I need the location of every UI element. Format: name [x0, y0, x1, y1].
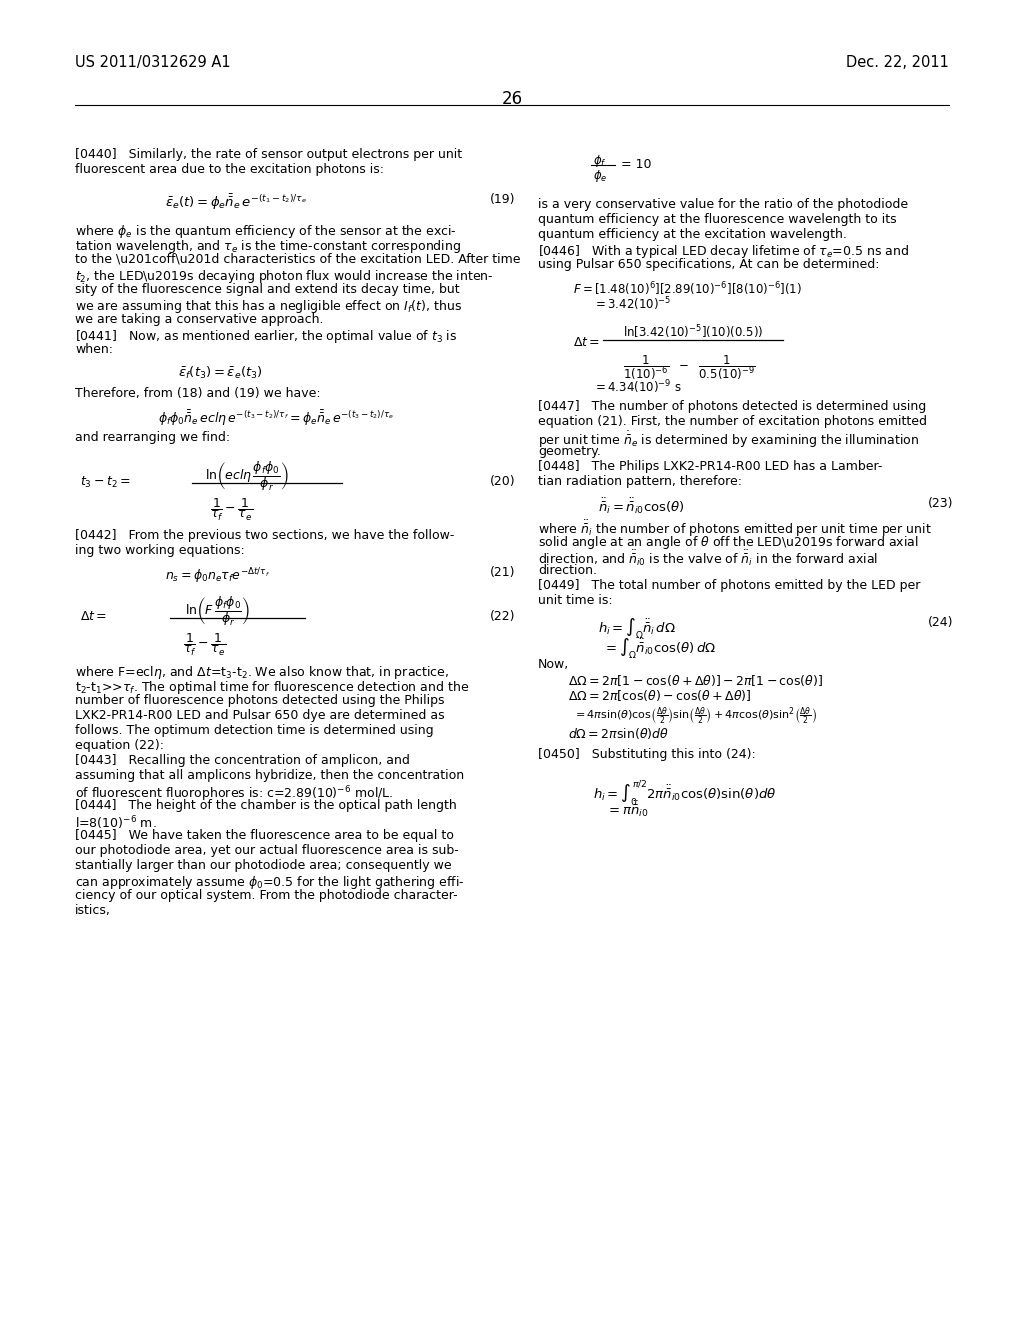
- Text: Now,: Now,: [538, 657, 569, 671]
- Text: [0445]   We have taken the fluorescence area to be equal to: [0445] We have taken the fluorescence ar…: [75, 829, 454, 842]
- Text: [0450]   Substituting this into (24):: [0450] Substituting this into (24):: [538, 748, 756, 762]
- Text: we are taking a conservative approach.: we are taking a conservative approach.: [75, 313, 324, 326]
- Text: $\phi_f\phi_0\bar{\bar{n}}_e\,ecl\eta\,e^{-(t_3-t_2)/\tau_f} = \phi_e\bar{\bar{n: $\phi_f\phi_0\bar{\bar{n}}_e\,ecl\eta\,e…: [158, 409, 394, 428]
- Text: $\ln\!\left(F\,\dfrac{\phi_f\phi_0}{\phi_r}\right)$: $\ln\!\left(F\,\dfrac{\phi_f\phi_0}{\phi…: [185, 594, 250, 628]
- Text: $t_2$, the LED\u2019s decaying photon flux would increase the inten-: $t_2$, the LED\u2019s decaying photon fl…: [75, 268, 494, 285]
- Text: tian radiation pattern, therefore:: tian radiation pattern, therefore:: [538, 475, 742, 488]
- Text: $\Delta t =$: $\Delta t =$: [573, 337, 600, 348]
- Text: using Pulsar 650 specifications, At can be determined:: using Pulsar 650 specifications, At can …: [538, 257, 880, 271]
- Text: (19): (19): [490, 193, 515, 206]
- Text: where F=ecl$\eta$, and $\Delta t$=t$_3$-t$_2$. We also know that, in practice,: where F=ecl$\eta$, and $\Delta t$=t$_3$-…: [75, 664, 450, 681]
- Text: $\Delta t =$: $\Delta t =$: [80, 610, 108, 623]
- Text: $d\Omega = 2\pi\sin(\theta)d\theta$: $d\Omega = 2\pi\sin(\theta)d\theta$: [568, 726, 669, 741]
- Text: $= 4.34(10)^{-9}\ \mathrm{s}$: $= 4.34(10)^{-9}\ \mathrm{s}$: [593, 378, 682, 396]
- Text: $= 4\pi\sin(\theta)\cos\!\left(\frac{\Delta\theta}{2}\right)\sin\!\left(\frac{\D: $= 4\pi\sin(\theta)\cos\!\left(\frac{\De…: [573, 706, 817, 727]
- Text: stantially larger than our photodiode area; consequently we: stantially larger than our photodiode ar…: [75, 859, 452, 873]
- Text: $\dfrac{1}{\tau_f} - \dfrac{1}{\tau_e}$: $\dfrac{1}{\tau_f} - \dfrac{1}{\tau_e}$: [210, 498, 253, 523]
- Text: when:: when:: [75, 343, 113, 356]
- Text: $F = [1.48(10)^6][2.89(10)^{-6}][8(10)^{-6}](1)$: $F = [1.48(10)^6][2.89(10)^{-6}][8(10)^{…: [573, 280, 802, 297]
- Text: (23): (23): [928, 498, 953, 510]
- Text: $\mathrm{ln}[3.42(10)^{-5}](10)(0.5))$: $\mathrm{ln}[3.42(10)^{-5}](10)(0.5))$: [623, 323, 763, 341]
- Text: equation (22):: equation (22):: [75, 739, 164, 752]
- Text: [0447]   The number of photons detected is determined using: [0447] The number of photons detected is…: [538, 400, 927, 413]
- Text: unit time is:: unit time is:: [538, 594, 612, 607]
- Text: $\bar{\varepsilon}_f(t_3) = \bar{\varepsilon}_e(t_3)$: $\bar{\varepsilon}_f(t_3) = \bar{\vareps…: [178, 366, 263, 381]
- Text: $\phi_e$: $\phi_e$: [593, 168, 607, 183]
- Text: US 2011/0312629 A1: US 2011/0312629 A1: [75, 55, 230, 70]
- Text: $\ln\!\left(ecl\eta\,\dfrac{\phi_f\phi_0}{\phi_r}\right)$: $\ln\!\left(ecl\eta\,\dfrac{\phi_f\phi_0…: [205, 459, 289, 492]
- Text: $= \int_\Omega \ddot{\bar{n}}_{i0}\cos(\theta)\,d\Omega$: $= \int_\Omega \ddot{\bar{n}}_{i0}\cos(\…: [603, 636, 716, 661]
- Text: [0446]   With a typical LED decay lifetime of $\tau_e$=0.5 ns and: [0446] With a typical LED decay lifetime…: [538, 243, 909, 260]
- Text: our photodiode area, yet our actual fluorescence area is sub-: our photodiode area, yet our actual fluo…: [75, 843, 459, 857]
- Text: direction, and $\ddot{\bar{n}}_{i0}$ is the valve of $\ddot{\bar{n}}_i$ in the f: direction, and $\ddot{\bar{n}}_{i0}$ is …: [538, 549, 879, 568]
- Text: direction.: direction.: [538, 564, 597, 577]
- Text: LXK2-PR14-R00 LED and Pulsar 650 dye are determined as: LXK2-PR14-R00 LED and Pulsar 650 dye are…: [75, 709, 444, 722]
- Text: equation (21). First, the number of excitation photons emitted: equation (21). First, the number of exci…: [538, 414, 927, 428]
- Text: $\dfrac{1}{1(10)^{-6}}\ \ -\ \ \dfrac{1}{0.5(10)^{-9}}$: $\dfrac{1}{1(10)^{-6}}\ \ -\ \ \dfrac{1}…: [623, 352, 756, 381]
- Text: quantum efficiency at the excitation wavelength.: quantum efficiency at the excitation wav…: [538, 228, 847, 242]
- Text: istics,: istics,: [75, 904, 111, 917]
- Text: (24): (24): [928, 616, 953, 630]
- Text: solid angle at an angle of $\theta$ off the LED\u2019s forward axial: solid angle at an angle of $\theta$ off …: [538, 535, 919, 550]
- Text: number of fluorescence photons detected using the Philips: number of fluorescence photons detected …: [75, 694, 444, 708]
- Text: of fluorescent fluorophores is: c=2.89(10)$^{-6}$ mol/L.: of fluorescent fluorophores is: c=2.89(1…: [75, 784, 393, 804]
- Text: (21): (21): [490, 566, 515, 579]
- Text: $\bar{\varepsilon}_e(t) = \phi_e\bar{\bar{n}}_e\,e^{-(t_1-t_2)/\tau_e}$: $\bar{\varepsilon}_e(t) = \phi_e\bar{\ba…: [165, 193, 307, 213]
- Text: is a very conservative value for the ratio of the photodiode: is a very conservative value for the rat…: [538, 198, 908, 211]
- Text: t$_2$-t$_1$>>$\tau_f$. The optimal time for fluorescence detection and the: t$_2$-t$_1$>>$\tau_f$. The optimal time …: [75, 678, 469, 696]
- Text: 26: 26: [502, 90, 522, 108]
- Text: follows. The optimum detection time is determined using: follows. The optimum detection time is d…: [75, 723, 433, 737]
- Text: assuming that all amplicons hybridize, then the concentration: assuming that all amplicons hybridize, t…: [75, 770, 464, 781]
- Text: $h_i = \int_0^{\pi/2} 2\pi\ddot{\bar{n}}_{i0}\cos(\theta)\sin(\theta)d\theta$: $h_i = \int_0^{\pi/2} 2\pi\ddot{\bar{n}}…: [593, 777, 776, 808]
- Text: fluorescent area due to the excitation photons is:: fluorescent area due to the excitation p…: [75, 162, 384, 176]
- Text: $\phi_f$: $\phi_f$: [593, 153, 606, 169]
- Text: $= \pi\ddot{\bar{n}}_{i0}$: $= \pi\ddot{\bar{n}}_{i0}$: [606, 800, 648, 820]
- Text: where $\ddot{\bar{n}}_i$ the number of photons emitted per unit time per unit: where $\ddot{\bar{n}}_i$ the number of p…: [538, 519, 932, 539]
- Text: can approximately assume $\phi_0$=0.5 for the light gathering effi-: can approximately assume $\phi_0$=0.5 fo…: [75, 874, 465, 891]
- Text: to the \u201coff\u201d characteristics of the excitation LED. After time: to the \u201coff\u201d characteristics o…: [75, 253, 520, 267]
- Text: sity of the fluorescence signal and extend its decay time, but: sity of the fluorescence signal and exte…: [75, 282, 460, 296]
- Text: $\Delta\Omega = 2\pi[1 - \cos(\theta+\Delta\theta)] - 2\pi[1 - \cos(\theta)]$: $\Delta\Omega = 2\pi[1 - \cos(\theta+\De…: [568, 673, 823, 688]
- Text: = 10: = 10: [621, 158, 651, 172]
- Text: [0441]   Now, as mentioned earlier, the optimal value of $t_3$ is: [0441] Now, as mentioned earlier, the op…: [75, 327, 458, 345]
- Text: $\Delta\Omega = 2\pi[\cos(\theta) - \cos(\theta+\Delta\theta)]$: $\Delta\Omega = 2\pi[\cos(\theta) - \cos…: [568, 688, 752, 704]
- Text: [0443]   Recalling the concentration of amplicon, and: [0443] Recalling the concentration of am…: [75, 754, 410, 767]
- Text: [0442]   From the previous two sections, we have the follow-: [0442] From the previous two sections, w…: [75, 529, 455, 543]
- Text: ciency of our optical system. From the photodiode character-: ciency of our optical system. From the p…: [75, 888, 458, 902]
- Text: we are assuming that this has a negligible effect on $I_f(t)$, thus: we are assuming that this has a negligib…: [75, 298, 462, 315]
- Text: and rearranging we find:: and rearranging we find:: [75, 432, 230, 444]
- Text: $t_3 - t_2 =$: $t_3 - t_2 =$: [80, 475, 131, 490]
- Text: $\dfrac{1}{\tau_f} - \dfrac{1}{\tau_e}$: $\dfrac{1}{\tau_f} - \dfrac{1}{\tau_e}$: [183, 632, 226, 657]
- Text: $h_i = \int_\Omega \ddot{\bar{n}}_i \, d\Omega$: $h_i = \int_\Omega \ddot{\bar{n}}_i \, d…: [598, 616, 676, 640]
- Text: geometry.: geometry.: [538, 445, 601, 458]
- Text: [0448]   The Philips LXK2-PR14-R00 LED has a Lamber-: [0448] The Philips LXK2-PR14-R00 LED has…: [538, 459, 883, 473]
- Text: (22): (22): [490, 610, 515, 623]
- Text: (20): (20): [490, 475, 516, 488]
- Text: $n_s = \phi_0 n_e \tau_f e^{-\Delta t/\tau_f}$: $n_s = \phi_0 n_e \tau_f e^{-\Delta t/\t…: [165, 566, 270, 586]
- Text: l=8(10)$^{-6}$ m.: l=8(10)$^{-6}$ m.: [75, 814, 157, 832]
- Text: $\ddot{\bar{n}}_i = \ddot{\bar{n}}_{i0}\cos(\theta)$: $\ddot{\bar{n}}_i = \ddot{\bar{n}}_{i0}\…: [598, 498, 685, 516]
- Text: Therefore, from (18) and (19) we have:: Therefore, from (18) and (19) we have:: [75, 387, 321, 400]
- Text: where $\phi_e$ is the quantum efficiency of the sensor at the exci-: where $\phi_e$ is the quantum efficiency…: [75, 223, 457, 240]
- Text: [0444]   The height of the chamber is the optical path length: [0444] The height of the chamber is the …: [75, 799, 457, 812]
- Text: per unit time $\dot{\bar{n}}_e$ is determined by examining the illumination: per unit time $\dot{\bar{n}}_e$ is deter…: [538, 430, 920, 450]
- Text: tation wavelength, and $\tau_e$ is the time-constant corresponding: tation wavelength, and $\tau_e$ is the t…: [75, 238, 461, 255]
- Text: [0449]   The total number of photons emitted by the LED per: [0449] The total number of photons emitt…: [538, 579, 921, 591]
- Text: quantum efficiency at the fluorescence wavelength to its: quantum efficiency at the fluorescence w…: [538, 213, 897, 226]
- Text: ing two working equations:: ing two working equations:: [75, 544, 245, 557]
- Text: [0440]   Similarly, the rate of sensor output electrons per unit: [0440] Similarly, the rate of sensor out…: [75, 148, 462, 161]
- Text: $= 3.42(10)^{-5}$: $= 3.42(10)^{-5}$: [593, 294, 671, 313]
- Text: Dec. 22, 2011: Dec. 22, 2011: [846, 55, 949, 70]
